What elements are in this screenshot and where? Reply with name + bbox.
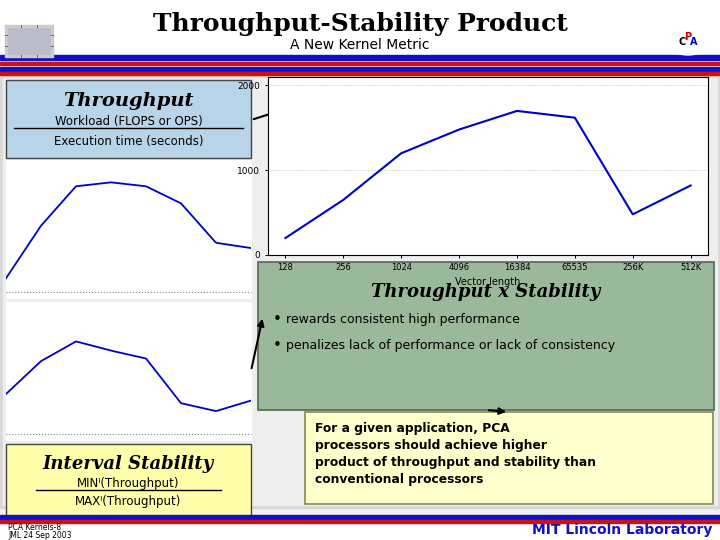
Text: rewards consistent high performance: rewards consistent high performance xyxy=(286,314,520,327)
Text: For a given application, PCA
processors should achieve higher
product of through: For a given application, PCA processors … xyxy=(315,422,596,486)
Ellipse shape xyxy=(666,27,710,55)
Text: Execution time (seconds): Execution time (seconds) xyxy=(54,134,203,147)
Bar xyxy=(0,523,720,540)
Text: penalizes lack of performance or lack of consistency: penalizes lack of performance or lack of… xyxy=(286,339,615,352)
Bar xyxy=(0,0,720,75)
Bar xyxy=(0,62,720,65)
Text: JML 24 Sep 2003: JML 24 Sep 2003 xyxy=(8,530,71,539)
Bar xyxy=(0,67,720,72)
Text: Throughput-Stability Product: Throughput-Stability Product xyxy=(153,12,567,36)
Text: MIT Lincoln Laboratory: MIT Lincoln Laboratory xyxy=(531,523,712,537)
Text: Workload (FLOPS or OPS): Workload (FLOPS or OPS) xyxy=(55,116,202,129)
FancyBboxPatch shape xyxy=(305,412,713,504)
Text: •: • xyxy=(273,313,282,327)
Text: P: P xyxy=(685,32,692,42)
Text: •: • xyxy=(273,338,282,353)
Text: C: C xyxy=(678,37,685,47)
FancyBboxPatch shape xyxy=(258,262,714,410)
Text: Throughput x Stability: Throughput x Stability xyxy=(372,283,600,301)
Bar xyxy=(6,160,251,298)
Text: A: A xyxy=(690,37,698,47)
Bar xyxy=(6,302,251,440)
Bar xyxy=(3,78,717,505)
X-axis label: Vector length: Vector length xyxy=(455,277,521,287)
FancyBboxPatch shape xyxy=(6,80,251,158)
Text: Throughput: Throughput xyxy=(63,92,194,110)
Text: MAXᴵ(Throughput): MAXᴵ(Throughput) xyxy=(76,496,181,509)
Text: A New Kernel Metric: A New Kernel Metric xyxy=(290,38,430,52)
Text: Interval Stability: Interval Stability xyxy=(43,455,214,473)
Bar xyxy=(0,520,720,523)
FancyBboxPatch shape xyxy=(6,444,251,516)
Bar xyxy=(5,25,53,57)
Bar xyxy=(0,75,720,508)
Text: PCA Kernels-8: PCA Kernels-8 xyxy=(8,523,61,531)
Bar xyxy=(0,72,720,75)
Text: MINᴵ(Throughput): MINᴵ(Throughput) xyxy=(77,476,180,489)
Bar xyxy=(0,55,720,60)
Bar xyxy=(0,515,720,520)
Bar xyxy=(8,28,50,54)
